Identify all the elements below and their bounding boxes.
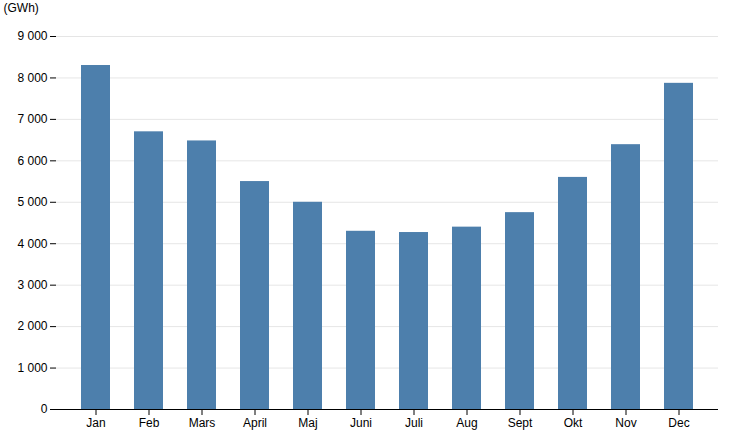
svg-text:7 000: 7 000 [17,112,47,126]
svg-text:9 000: 9 000 [17,29,47,43]
svg-text:Aug: Aug [456,416,477,430]
svg-text:Feb: Feb [139,416,160,430]
svg-text:0: 0 [41,402,48,416]
svg-text:Dec: Dec [668,416,689,430]
svg-text:Juli: Juli [405,416,423,430]
svg-text:6 000: 6 000 [17,154,47,168]
svg-text:Sept: Sept [508,416,533,430]
svg-text:Nov: Nov [615,416,636,430]
svg-text:Maj: Maj [298,416,317,430]
svg-text:5 000: 5 000 [17,195,47,209]
svg-text:(GWh): (GWh) [4,1,39,15]
svg-text:8 000: 8 000 [17,71,47,85]
svg-text:4 000: 4 000 [17,237,47,251]
svg-text:1 000: 1 000 [17,361,47,375]
svg-text:Okt: Okt [564,416,583,430]
svg-text:Mars: Mars [189,416,216,430]
svg-text:2 000: 2 000 [17,319,47,333]
svg-text:Jan: Jan [86,416,105,430]
svg-text:3 000: 3 000 [17,278,47,292]
svg-text:April: April [243,416,267,430]
svg-text:Juni: Juni [350,416,372,430]
